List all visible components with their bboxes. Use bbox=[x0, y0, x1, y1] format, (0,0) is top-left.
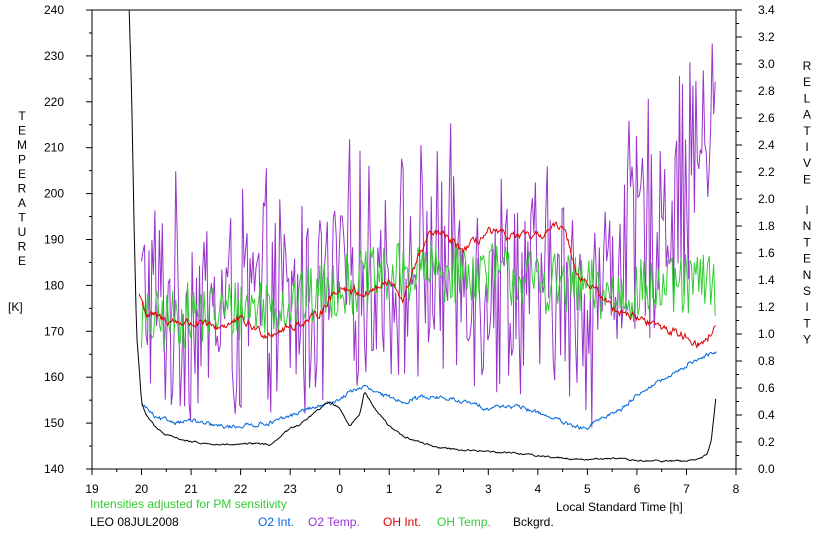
legend-o2-int: O2 Int. bbox=[258, 515, 295, 529]
series-layer bbox=[128, 10, 717, 463]
x-tick-label: 8 bbox=[733, 482, 740, 496]
y-right-tick-label: 3.4 bbox=[758, 3, 775, 17]
y-left-title-letter: U bbox=[18, 225, 27, 239]
y-left-tick-label: 210 bbox=[44, 141, 64, 155]
y-right-tick-label: 2.8 bbox=[758, 84, 775, 98]
y-left-tick-label: 160 bbox=[44, 370, 64, 384]
y-right-title-letter: E bbox=[803, 172, 811, 186]
y-right-title-letter: T bbox=[803, 316, 811, 330]
y-left-title-letter: P bbox=[18, 153, 26, 167]
y-right-tick-label: 0.2 bbox=[758, 435, 775, 449]
y-right-title-letter: T bbox=[803, 124, 811, 138]
y-left-unit-label: [K] bbox=[8, 300, 23, 314]
y-left-title-letter: E bbox=[18, 124, 26, 138]
y-left-title-letter: R bbox=[18, 240, 27, 254]
y-right-tick-label: 3.2 bbox=[758, 30, 775, 44]
x-tick-label: 20 bbox=[135, 482, 149, 496]
y-right-tick-label: 0.4 bbox=[758, 408, 775, 422]
y-left-tick-label: 240 bbox=[44, 3, 64, 17]
y-left-title-letter: T bbox=[18, 211, 26, 225]
y-right-tick-label: 2.4 bbox=[758, 138, 775, 152]
y-right-title-letter: I bbox=[805, 140, 808, 154]
y-right-title-letter: E bbox=[803, 75, 811, 89]
x-tick-label: 21 bbox=[184, 482, 198, 496]
y-left-tick-label: 190 bbox=[44, 233, 64, 247]
y-right-tick-label: 2.0 bbox=[758, 192, 775, 206]
y-right-tick-label: 1.4 bbox=[758, 273, 775, 287]
y-left-tick-label: 140 bbox=[44, 462, 64, 476]
note-label: Intensities adjusted for PM sensitivity bbox=[90, 497, 287, 511]
x-tick-label: 1 bbox=[386, 482, 393, 496]
y-left-tick-label: 220 bbox=[44, 95, 64, 109]
legend-oh-temp: OH Temp. bbox=[437, 515, 491, 529]
y-left-title-letter: T bbox=[18, 109, 26, 123]
x-tick-label: 22 bbox=[234, 482, 248, 496]
y-right-tick-label: 0.0 bbox=[758, 462, 775, 476]
y-left-tick-label: 230 bbox=[44, 49, 64, 63]
y-right-title-letter: I bbox=[805, 300, 808, 314]
x-tick-label: 7 bbox=[683, 482, 690, 496]
legend-bckgrd: Bckgrd. bbox=[513, 515, 554, 529]
x-tick-label: 2 bbox=[435, 482, 442, 496]
y-right-title-letter: T bbox=[803, 235, 811, 249]
y-left-tick-label: 150 bbox=[44, 416, 64, 430]
y-left-tick-label: 180 bbox=[44, 278, 64, 292]
y-right-title-letter: V bbox=[803, 156, 811, 170]
y-right-title-letter: E bbox=[803, 252, 811, 266]
y-left-tick-label: 170 bbox=[44, 324, 64, 338]
x-tick-label: 5 bbox=[584, 482, 591, 496]
y-left-title-letter: E bbox=[18, 254, 26, 268]
y-right-tick-label: 3.0 bbox=[758, 57, 775, 71]
x-tick-label: 4 bbox=[535, 482, 542, 496]
y-right-title-letter: L bbox=[804, 91, 811, 105]
x-tick-label: 0 bbox=[336, 482, 343, 496]
x-axis-label: Local Standard Time [h] bbox=[556, 500, 683, 514]
y-left-tick-label: 200 bbox=[44, 187, 64, 201]
y-right-tick-label: 1.6 bbox=[758, 246, 775, 260]
y-right-title-letter: R bbox=[803, 59, 812, 73]
series-line-o2-temp bbox=[141, 43, 716, 428]
y-right-tick-label: 1.0 bbox=[758, 327, 775, 341]
y-right-title-letter: N bbox=[803, 268, 812, 282]
y-left-title-letter: E bbox=[18, 167, 26, 181]
y-left-title-letter: R bbox=[18, 182, 27, 196]
y-right-title-letter: A bbox=[803, 108, 811, 122]
plot-frame bbox=[91, 9, 737, 470]
y-left-title-letter: A bbox=[18, 196, 26, 210]
x-tick-label: 3 bbox=[485, 482, 492, 496]
series-line-oh-int bbox=[138, 221, 716, 350]
series-line-o2-int bbox=[141, 351, 717, 431]
y-right-title-letter: S bbox=[803, 284, 811, 298]
y-right-title-letter: I bbox=[805, 203, 808, 217]
y-right-tick-label: 1.8 bbox=[758, 219, 775, 233]
y-right-tick-label: 0.8 bbox=[758, 354, 775, 368]
x-tick-label: 6 bbox=[634, 482, 641, 496]
y-right-tick-label: 0.6 bbox=[758, 381, 775, 395]
y-right-tick-label: 1.2 bbox=[758, 300, 775, 314]
series-line-bckgrd bbox=[128, 10, 717, 463]
series-line-oh-temp bbox=[141, 239, 716, 352]
footer-left-label: LEO 08JUL2008 bbox=[90, 515, 179, 529]
legend-oh-int: OH Int. bbox=[383, 515, 422, 529]
y-right-title-letter: Y bbox=[803, 333, 811, 347]
x-tick-label: 19 bbox=[85, 482, 99, 496]
y-left-title-letter: M bbox=[17, 138, 27, 152]
y-right-tick-label: 2.2 bbox=[758, 165, 775, 179]
x-tick-label: 23 bbox=[283, 482, 297, 496]
axes-layer: 19 20 21 22 23 0 1 2 3 4 5 6 7 8140150160170180190200… bbox=[17, 3, 812, 496]
y-right-tick-label: 2.6 bbox=[758, 111, 775, 125]
y-right-title-letter: N bbox=[803, 219, 812, 233]
legend-o2-temp: O2 Temp. bbox=[308, 515, 360, 529]
